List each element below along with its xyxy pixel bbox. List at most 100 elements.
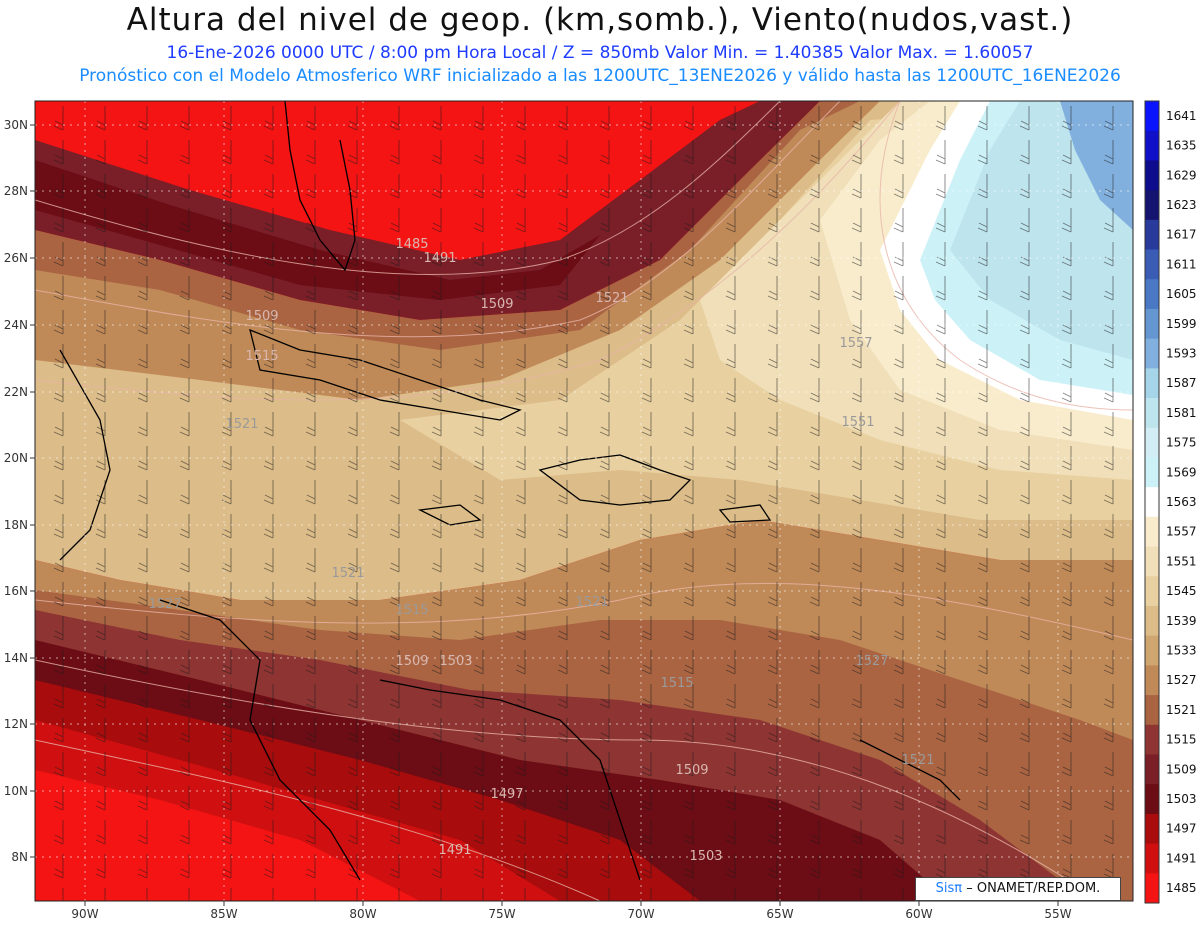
colorbar-swatch	[1145, 873, 1159, 904]
colorbar-swatch	[1145, 576, 1159, 607]
colorbar-label: 1569	[1166, 465, 1197, 479]
colorbar-label: 1641	[1166, 109, 1197, 123]
colorbar-swatch	[1145, 190, 1159, 221]
longitude-label: 70W	[627, 907, 654, 921]
contour-label: 1527	[148, 597, 181, 612]
longitude-label: 65W	[766, 907, 793, 921]
colorbar-swatch	[1145, 695, 1159, 726]
colorbar-label: 1617	[1166, 228, 1197, 242]
colorbar-label: 1593	[1166, 346, 1197, 360]
latitude-label: 28N	[4, 184, 28, 198]
colorbar-swatch	[1145, 338, 1159, 369]
contour-label: 1497	[490, 787, 523, 802]
colorbar-swatch	[1145, 813, 1159, 845]
colorbar-swatch	[1145, 724, 1159, 755]
colorbar-label: 1557	[1166, 525, 1197, 539]
contour-label: 1515	[660, 676, 693, 691]
colorbar-label: 1551	[1166, 554, 1197, 568]
contour-label: 1485	[395, 237, 428, 252]
colorbar-label: 1539	[1166, 614, 1197, 628]
latitude-label: 14N	[4, 651, 28, 665]
latitude-label: 30N	[4, 118, 28, 132]
colorbar-label: 1575	[1166, 436, 1197, 450]
contour-label: 1509	[395, 654, 428, 669]
longitude-label: 80W	[349, 907, 376, 921]
latitude-label: 18N	[4, 518, 28, 532]
colorbar-label: 1509	[1166, 762, 1197, 776]
latitude-label: 8N	[11, 850, 28, 864]
colorbar-label: 1623	[1166, 198, 1197, 212]
contour-label: 1521	[575, 595, 608, 610]
sis-logo-text: Sisπ	[935, 881, 963, 896]
colorbar-label: 1497	[1166, 822, 1197, 836]
latitude-label: 26N	[4, 251, 28, 265]
credit-text: – ONAMET/REP.DOM.	[966, 881, 1101, 896]
contour-label: 1491	[423, 251, 456, 266]
colorbar-swatch	[1145, 605, 1159, 637]
colorbar-label: 1515	[1166, 733, 1197, 747]
colorbar-swatch	[1145, 249, 1159, 280]
longitude-label: 55W	[1044, 907, 1071, 921]
contour-label: 1509	[675, 763, 708, 778]
colorbar-label: 1605	[1166, 287, 1197, 301]
contour-label: 1491	[438, 843, 471, 858]
colorbar-label: 1533	[1166, 644, 1197, 658]
valid-time-line: 16-Ene-2026 0000 UTC / 8:00 pm Hora Loca…	[166, 43, 1034, 63]
credit-box: Sisπ – ONAMET/REP.DOM.	[915, 877, 1121, 901]
colorbar-swatch	[1145, 843, 1159, 874]
colorbar-swatch	[1145, 130, 1159, 161]
latitude-label: 20N	[4, 451, 28, 465]
longitude-label: 75W	[488, 907, 515, 921]
model-info-line: Pronóstico con el Modelo Atmosferico WRF…	[79, 66, 1121, 86]
colorbar-swatch	[1145, 546, 1159, 577]
contour-label: 1515	[395, 603, 428, 618]
contour-label: 1521	[225, 417, 258, 432]
contour-label: 1521	[331, 566, 364, 581]
contour-label: 1521	[595, 291, 628, 306]
colorbar-label: 1635	[1166, 139, 1197, 153]
latitude-label: 12N	[4, 717, 28, 731]
colorbar-label: 1545	[1166, 584, 1197, 598]
colorbar: 1641 1635 1629 1623 1617 1611 1605 1599 1593 1587…	[1144, 100, 1197, 904]
colorbar-swatch	[1145, 665, 1159, 696]
geopotential-shading	[35, 101, 1133, 901]
colorbar-swatch	[1145, 398, 1159, 429]
contour-label: 1527	[855, 654, 888, 669]
latitude-label: 10N	[4, 784, 28, 798]
colorbar-swatch	[1145, 427, 1159, 458]
colorbar-swatch	[1145, 516, 1159, 548]
colorbar-label: 1629	[1166, 168, 1197, 182]
colorbar-label: 1563	[1166, 495, 1197, 509]
map-title: Altura del nivel de geop. (km,somb.), Vi…	[126, 2, 1074, 38]
map-frame	[34, 100, 1134, 902]
colorbar-label: 1521	[1166, 703, 1197, 717]
colorbar-frame	[1144, 100, 1160, 904]
contour-label: 1503	[439, 654, 472, 669]
contour-label: 1503	[689, 849, 722, 864]
colorbar-label: 1611	[1166, 257, 1197, 271]
colorbar-swatch	[1145, 279, 1159, 310]
contour-label: 1551	[841, 415, 874, 430]
longitude-label: 90W	[71, 907, 98, 921]
colorbar-swatch	[1145, 368, 1159, 399]
colorbar-swatch	[1145, 754, 1159, 785]
colorbar-swatch	[1145, 635, 1159, 666]
longitude-label: 85W	[210, 907, 237, 921]
latitude-label: 16N	[4, 584, 28, 598]
colorbar-swatch	[1145, 457, 1159, 488]
colorbar-swatch	[1145, 487, 1159, 518]
colorbar-label: 1491	[1166, 851, 1197, 865]
colorbar-swatch	[1145, 784, 1159, 815]
colorbar-label: 1527	[1166, 673, 1197, 687]
contour-label: 1521	[901, 753, 934, 768]
colorbar-swatch	[1145, 308, 1159, 340]
colorbar-label: 1599	[1166, 317, 1197, 331]
longitude-label: 60W	[905, 907, 932, 921]
colorbar-label: 1581	[1166, 406, 1197, 420]
colorbar-swatch	[1145, 101, 1159, 132]
contour-label: 1515	[245, 349, 278, 364]
contour-label: 1509	[480, 297, 513, 312]
colorbar-swatch	[1145, 219, 1159, 251]
